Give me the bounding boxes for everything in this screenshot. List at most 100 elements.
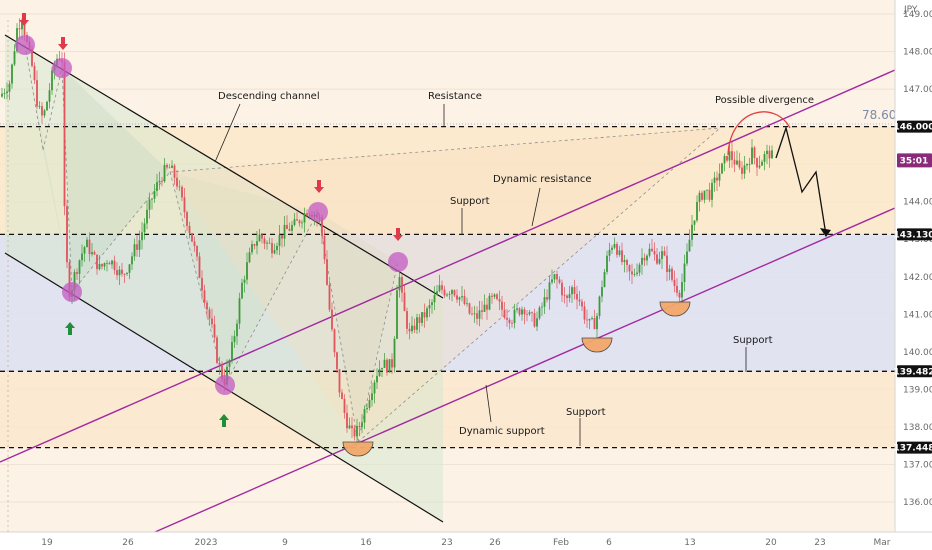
candle-body <box>751 147 753 165</box>
candle-body <box>86 239 88 248</box>
candle-body <box>173 165 176 178</box>
candles <box>1 18 773 446</box>
x-tick-label: 9 <box>282 538 288 548</box>
channel-fill <box>5 35 443 522</box>
candle-body <box>358 425 361 428</box>
candle-body <box>178 186 181 188</box>
candle-body <box>658 258 661 264</box>
candle-body <box>433 295 436 303</box>
candle-body <box>673 279 676 286</box>
candle-body <box>106 262 108 264</box>
candle-body <box>753 147 756 159</box>
candle-body <box>243 279 246 283</box>
pattern-dashed-line <box>42 67 63 151</box>
candle-body <box>51 70 53 91</box>
candle-body <box>113 260 116 271</box>
x-tick-label: 6 <box>606 538 612 548</box>
candle-body <box>471 313 473 315</box>
label-support-upper: Support <box>450 196 490 207</box>
candle-body <box>633 274 636 275</box>
candle-body <box>631 271 633 275</box>
candle-body <box>618 250 621 255</box>
candle-body <box>273 250 276 254</box>
pivot-circle <box>52 58 72 78</box>
candle-body <box>346 412 348 429</box>
candle-body <box>746 164 748 166</box>
candle-body <box>171 165 173 168</box>
x-tick-label: 13 <box>684 538 695 548</box>
candle-body <box>291 225 293 231</box>
candle-body <box>391 359 393 368</box>
candle-body <box>138 240 141 250</box>
annotation-pointer <box>485 384 492 423</box>
candle-body <box>646 255 648 261</box>
candle-body <box>101 263 103 267</box>
dynamic-support-line <box>154 207 895 532</box>
candle-body <box>713 177 716 183</box>
candle-body <box>158 180 161 183</box>
candle-body <box>8 83 11 92</box>
candle-body <box>438 285 441 292</box>
candle-body <box>678 292 681 298</box>
candle-body <box>428 305 431 309</box>
candle-body <box>303 213 306 223</box>
candle-body <box>541 306 543 308</box>
candle-body <box>238 298 241 324</box>
pivot-circle <box>388 252 408 272</box>
candle-body <box>728 151 731 161</box>
candle-body <box>393 338 396 368</box>
candle-body <box>353 428 356 437</box>
candle-body <box>716 177 718 181</box>
sell-arrow-icon <box>19 13 29 26</box>
candle-body <box>156 182 158 191</box>
candle-body <box>188 225 191 234</box>
candle-body <box>738 160 741 168</box>
candle-body <box>276 245 278 251</box>
candle-body <box>611 247 613 250</box>
x-tick-label: 23 <box>441 538 452 548</box>
candle-body <box>711 182 713 200</box>
level-price-box <box>897 441 932 454</box>
candle-body <box>416 317 418 330</box>
candle-body <box>478 310 481 319</box>
annotation-pointer <box>214 103 241 163</box>
candle-body <box>413 325 416 330</box>
candle-body <box>566 295 568 299</box>
candle-body <box>301 222 303 224</box>
candle-body <box>31 48 33 66</box>
x-tick-label: 26 <box>489 538 501 548</box>
candle-body <box>148 199 151 210</box>
candle-body <box>33 65 36 81</box>
candle-body <box>331 309 333 330</box>
candle-body <box>761 161 763 166</box>
pattern-shapes <box>0 20 895 532</box>
candle-body <box>191 233 193 242</box>
candle-body <box>726 155 728 161</box>
candle-body <box>768 150 771 159</box>
candle-body <box>531 312 533 314</box>
candle-body <box>581 301 583 307</box>
candle-body <box>526 314 528 316</box>
candle-body <box>488 295 491 310</box>
candle-body <box>151 198 153 200</box>
support-half-circle <box>342 441 374 457</box>
x-tick-label: 19 <box>41 538 53 548</box>
level-price-box <box>897 120 932 133</box>
candle-body <box>556 274 558 280</box>
candle-body <box>481 310 483 312</box>
candle-body <box>326 259 328 285</box>
currency-label: JPY <box>903 5 918 15</box>
x-tick-label: Mar <box>874 538 891 548</box>
pivot-circle <box>215 375 235 395</box>
candle-body <box>448 293 451 295</box>
candle-body <box>588 318 591 321</box>
candle-body <box>258 234 261 242</box>
candle-body <box>421 312 423 323</box>
candle-body <box>143 223 146 233</box>
divergence-arc <box>727 111 791 156</box>
candle-body <box>613 243 616 248</box>
candle-body <box>503 309 506 318</box>
x-tick-label: 2023 <box>195 538 218 548</box>
y-tick-label: 149.000 <box>903 10 932 20</box>
